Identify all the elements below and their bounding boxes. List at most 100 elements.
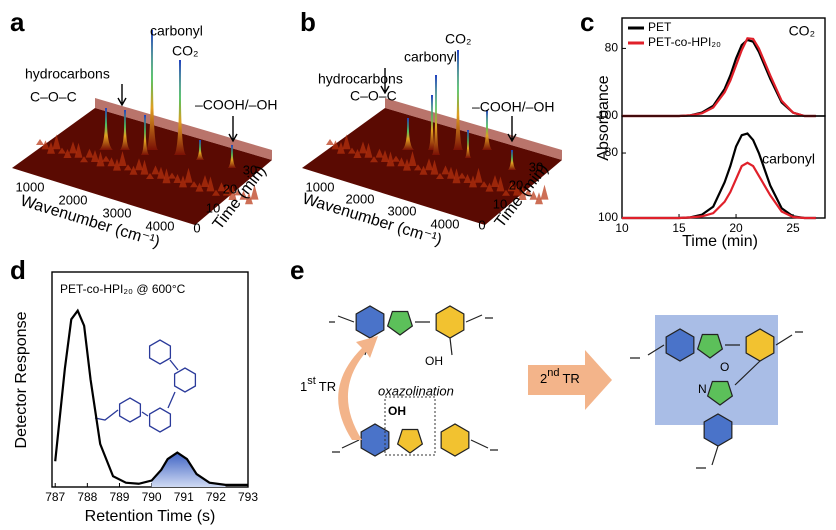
charts: 80100PETPET-co-HPI₂₀CO₂Absorbance8010010…	[13, 17, 826, 525]
surface-ridge	[239, 190, 248, 200]
plot-frame	[621, 115, 826, 219]
peak-label: CO₂	[172, 43, 198, 59]
annotation: PET-co-HPI₂₀ @ 600°C	[60, 282, 186, 296]
y-tick-label: 100	[598, 108, 618, 122]
x-axis-label: Time (min)	[682, 233, 758, 250]
peak-label: hydrocarbons	[25, 66, 110, 82]
axis-tick-label: 3000	[388, 203, 417, 218]
step-label: 2nd TR	[540, 367, 580, 387]
surface-ridge	[342, 134, 351, 150]
spectral-peak	[228, 145, 236, 168]
inset-ring	[173, 367, 197, 393]
ring	[435, 305, 465, 339]
x-tick-label: 789	[109, 490, 129, 504]
spectral-peak	[465, 130, 471, 158]
surface-ridge	[518, 185, 527, 200]
surface-ridge	[469, 175, 477, 188]
surface-ridge	[223, 183, 231, 196]
arrow	[528, 350, 612, 410]
ring	[665, 328, 695, 362]
surface-ridge	[206, 176, 215, 192]
spectral-peak	[453, 50, 463, 150]
ring	[360, 423, 390, 457]
legend-label: PET-co-HPI₂₀	[648, 35, 721, 49]
y-axis-label: Absorbance	[595, 75, 612, 160]
peak-label: hydrocarbons	[318, 71, 403, 87]
surface-ridge	[535, 192, 543, 205]
surface-floor	[12, 108, 272, 225]
surface-ridge	[364, 142, 373, 158]
x-tick-label: 791	[174, 490, 194, 504]
surface-ridge	[151, 165, 160, 175]
atom-label: N	[698, 382, 707, 396]
x-tick-label: 787	[45, 490, 65, 504]
spectral-peak	[141, 115, 149, 155]
ring	[396, 428, 424, 454]
peak-label: C–O–C	[350, 88, 397, 104]
bond	[630, 331, 803, 469]
surface-ridge	[234, 189, 242, 196]
surface-ridge	[36, 139, 44, 145]
spectral-peak	[432, 75, 440, 155]
x-axis-label: Retention Time (s)	[85, 508, 216, 525]
surface-ridge	[96, 151, 105, 167]
panel-letter: b	[300, 7, 316, 37]
peak-label: CO₂	[445, 31, 471, 47]
bond	[332, 439, 498, 453]
plot-frame	[51, 271, 249, 488]
series-line	[54, 308, 248, 486]
axis-tick-label: 0	[478, 217, 485, 232]
spectral-peak	[174, 60, 186, 155]
x-tick-label: 788	[77, 490, 97, 504]
y-tick-label: 80	[605, 41, 619, 55]
axis-tick-label: 10	[493, 196, 507, 211]
surface-ridge	[113, 158, 121, 171]
axis-tick-label: 2000	[59, 192, 88, 207]
surface-ridge	[74, 142, 83, 158]
surface-ridge	[386, 151, 395, 167]
axis-tick-label: 30	[529, 159, 543, 174]
peak-label: –COOH/–OH	[195, 97, 277, 113]
surface-ridge	[212, 189, 220, 196]
peak-label: C–O–C	[30, 89, 77, 105]
annotation: CO₂	[789, 23, 815, 39]
inset-bond	[94, 359, 179, 421]
surface-ridge	[474, 167, 483, 183]
surface-ridge	[217, 182, 226, 192]
surface-ridge	[140, 159, 149, 175]
arrow	[338, 336, 378, 440]
surface-ridge	[85, 148, 94, 158]
x-tick-label: 15	[672, 221, 686, 235]
surface-ridge	[190, 181, 198, 188]
x-tick-label: 790	[142, 490, 162, 504]
surface-ridge	[146, 173, 154, 179]
surface-ridge	[430, 159, 439, 175]
surface-ridge	[118, 151, 127, 166]
atom-label: OH	[425, 354, 443, 368]
surface-ridge	[381, 150, 389, 162]
axis-tick-label: 1000	[16, 179, 45, 194]
peak-label: –COOH/–OH	[472, 99, 554, 115]
panel-letter: e	[290, 255, 304, 285]
chemistry	[94, 305, 803, 469]
axis-tick-label: 30	[243, 162, 257, 177]
surface-ridge	[403, 158, 411, 171]
surface-ridge	[436, 173, 444, 179]
axis-tick-label: 2000	[346, 191, 375, 206]
spectral-peak	[146, 30, 158, 150]
legend-label: PET	[648, 20, 672, 34]
bond	[329, 314, 493, 356]
surface-ridge	[447, 166, 455, 179]
axis-tick-label: 0	[193, 220, 200, 235]
y-tick-label: 80	[605, 145, 619, 159]
surface-ridge	[392, 155, 400, 162]
peak-label: carbonyl	[404, 49, 457, 65]
series-line	[622, 132, 816, 220]
surface-ridge	[524, 189, 532, 196]
panel-letter: a	[10, 7, 25, 37]
spectral-peak	[120, 110, 130, 150]
axis-tick-label: 4000	[431, 216, 460, 231]
y-tick-label: 100	[598, 210, 618, 224]
surface-ridge	[397, 157, 406, 167]
x-tick-label: 792	[206, 490, 226, 504]
